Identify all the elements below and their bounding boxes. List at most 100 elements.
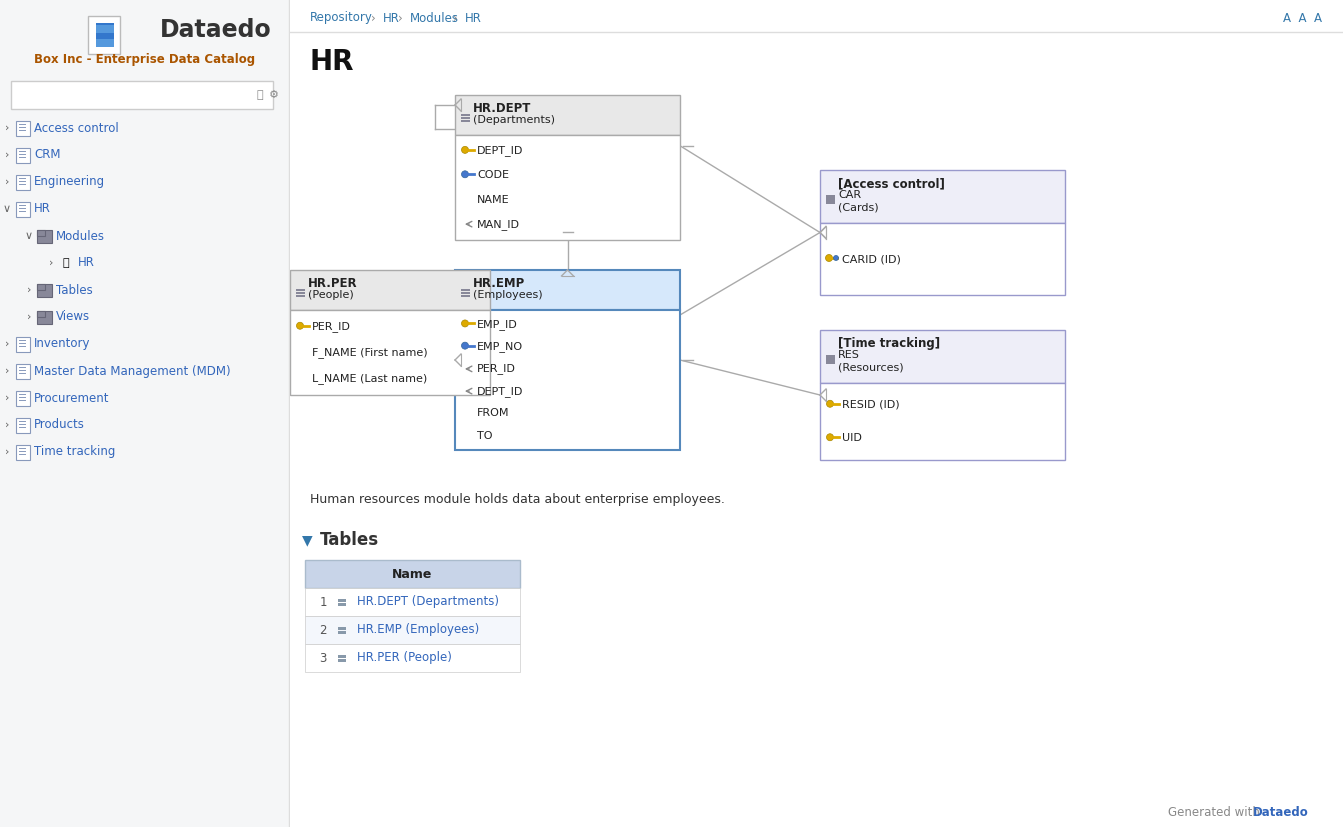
Bar xyxy=(95,23,114,47)
Text: ›: › xyxy=(27,312,31,322)
Bar xyxy=(295,289,298,291)
Circle shape xyxy=(462,320,469,327)
Text: PER_ID: PER_ID xyxy=(312,321,351,332)
Bar xyxy=(821,170,1065,223)
Text: HR: HR xyxy=(310,48,355,76)
Bar xyxy=(338,654,341,658)
Text: 🧩: 🧩 xyxy=(63,258,70,268)
Text: 1: 1 xyxy=(320,595,326,609)
Bar xyxy=(463,113,466,116)
Bar xyxy=(95,39,114,47)
Text: Dataedo: Dataedo xyxy=(160,18,271,42)
Text: ›: › xyxy=(371,12,376,25)
Text: ›: › xyxy=(453,12,458,25)
Text: A  A  A: A A A xyxy=(1283,12,1322,25)
Text: Tables: Tables xyxy=(320,531,379,549)
Bar xyxy=(833,195,834,198)
Text: ∨: ∨ xyxy=(26,231,34,241)
Bar xyxy=(461,294,463,297)
Bar xyxy=(833,361,834,364)
Text: [Access control]: [Access control] xyxy=(838,177,945,190)
Bar xyxy=(338,630,341,634)
FancyBboxPatch shape xyxy=(36,310,51,323)
Text: 3: 3 xyxy=(320,652,326,665)
FancyBboxPatch shape xyxy=(89,16,120,54)
Bar xyxy=(338,627,341,630)
FancyBboxPatch shape xyxy=(36,230,44,236)
Text: TO: TO xyxy=(477,431,493,441)
Bar xyxy=(463,119,466,122)
Text: ›: › xyxy=(27,285,31,295)
Bar xyxy=(290,310,490,395)
Bar xyxy=(342,603,345,606)
Text: ›: › xyxy=(48,258,54,268)
Text: 🔍: 🔍 xyxy=(257,90,263,100)
Bar xyxy=(467,119,470,122)
Circle shape xyxy=(462,146,469,153)
Text: MAN_ID: MAN_ID xyxy=(477,218,520,230)
Text: ›: › xyxy=(5,123,9,133)
Bar xyxy=(302,294,305,297)
Bar xyxy=(299,289,301,291)
Bar xyxy=(455,270,680,310)
Bar xyxy=(342,658,345,662)
Bar xyxy=(826,361,829,364)
Bar xyxy=(463,291,466,294)
Text: Products: Products xyxy=(34,418,85,432)
Text: HR: HR xyxy=(78,256,95,270)
Circle shape xyxy=(462,342,469,349)
Text: Access control: Access control xyxy=(34,122,118,135)
Bar xyxy=(833,355,834,357)
Bar xyxy=(342,627,345,630)
Text: ›: › xyxy=(398,12,403,25)
Text: Human resources module holds data about enterprise employees.: Human resources module holds data about … xyxy=(310,494,725,506)
Bar xyxy=(829,201,831,203)
Text: (Resources): (Resources) xyxy=(838,363,904,373)
Text: ▼: ▼ xyxy=(302,533,313,547)
Bar xyxy=(455,310,680,450)
Text: CRM: CRM xyxy=(34,149,60,161)
Text: ›: › xyxy=(5,366,9,376)
Text: (People): (People) xyxy=(308,290,353,300)
Text: Dataedo: Dataedo xyxy=(1253,806,1308,820)
Text: (Departments): (Departments) xyxy=(473,115,555,125)
Bar xyxy=(826,358,829,361)
Bar xyxy=(342,599,345,602)
Bar xyxy=(467,117,470,119)
Bar xyxy=(829,358,831,361)
Text: ›: › xyxy=(5,393,9,403)
Text: (Cards): (Cards) xyxy=(838,203,878,213)
Text: L_NAME (Last name): L_NAME (Last name) xyxy=(312,373,427,384)
Text: Views: Views xyxy=(56,310,90,323)
Bar xyxy=(826,355,829,357)
FancyBboxPatch shape xyxy=(36,230,51,242)
Text: HR: HR xyxy=(383,12,400,25)
FancyBboxPatch shape xyxy=(16,202,30,217)
Text: ›: › xyxy=(5,447,9,457)
Circle shape xyxy=(826,433,834,441)
FancyBboxPatch shape xyxy=(16,337,30,351)
Text: HR.EMP (Employees): HR.EMP (Employees) xyxy=(357,624,479,637)
Bar xyxy=(461,117,463,119)
Text: UID: UID xyxy=(842,433,862,443)
Text: DEPT_ID: DEPT_ID xyxy=(477,146,524,156)
Bar xyxy=(829,198,831,200)
Text: Tables: Tables xyxy=(56,284,93,297)
Text: HR.EMP: HR.EMP xyxy=(473,277,525,290)
Bar xyxy=(338,603,341,606)
Text: Procurement: Procurement xyxy=(34,391,110,404)
Bar xyxy=(305,644,520,672)
Bar xyxy=(299,294,301,297)
Bar xyxy=(455,135,680,240)
Text: ›: › xyxy=(5,339,9,349)
Bar xyxy=(305,560,520,588)
Bar xyxy=(305,616,520,644)
Text: Repository: Repository xyxy=(310,12,373,25)
Text: EMP_ID: EMP_ID xyxy=(477,319,518,330)
Bar xyxy=(826,195,829,198)
Text: Generated with: Generated with xyxy=(1168,806,1264,820)
FancyBboxPatch shape xyxy=(16,174,30,189)
FancyBboxPatch shape xyxy=(16,121,30,136)
Bar xyxy=(290,270,490,310)
Text: CAR: CAR xyxy=(838,190,861,200)
